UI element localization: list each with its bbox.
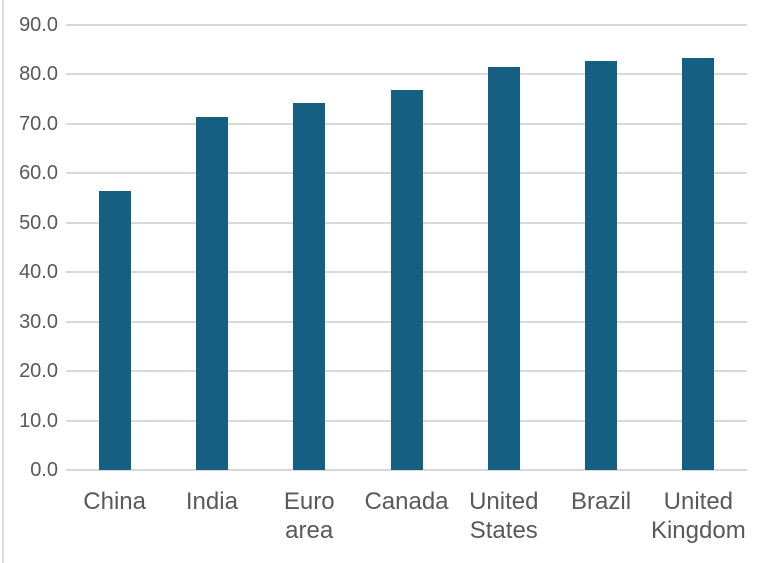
y-axis-tick-label: 80.0 (19, 63, 58, 86)
y-axis-tick-label: 40.0 (19, 261, 58, 284)
x-axis-category-label: China (83, 488, 146, 515)
gridline (66, 73, 747, 76)
y-axis-tick-label: 20.0 (19, 360, 58, 383)
y-axis-tick-label: 70.0 (19, 112, 58, 135)
bar-brazil (585, 61, 618, 470)
bar-canada (390, 89, 423, 470)
x-axis-category-label: United Kingdom (650, 488, 746, 544)
x-axis-category-label: Euro area (283, 488, 335, 544)
x-axis-category-label: United States (469, 488, 539, 544)
y-axis-tick-label: 10.0 (19, 409, 58, 432)
y-axis-tick-label: 60.0 (19, 162, 58, 185)
y-axis-tick-label: 90.0 (19, 13, 58, 36)
x-axis-category-label: Canada (364, 488, 449, 515)
x-axis-category-label: Brazil (571, 488, 632, 515)
left-edge-border (2, 0, 4, 563)
bar-china (98, 190, 131, 470)
y-axis-tick-label: 30.0 (19, 310, 58, 333)
gridline (66, 469, 747, 471)
bar-united-states (487, 67, 520, 470)
gridline (66, 23, 747, 26)
y-axis-tick-label: 0.0 (30, 459, 58, 481)
bar-united-kingdom (682, 58, 715, 470)
y-axis-tick-label: 50.0 (19, 211, 58, 234)
bar-euro-area (293, 102, 326, 470)
x-axis-category-label: India (185, 488, 238, 515)
bar-india (195, 117, 228, 470)
